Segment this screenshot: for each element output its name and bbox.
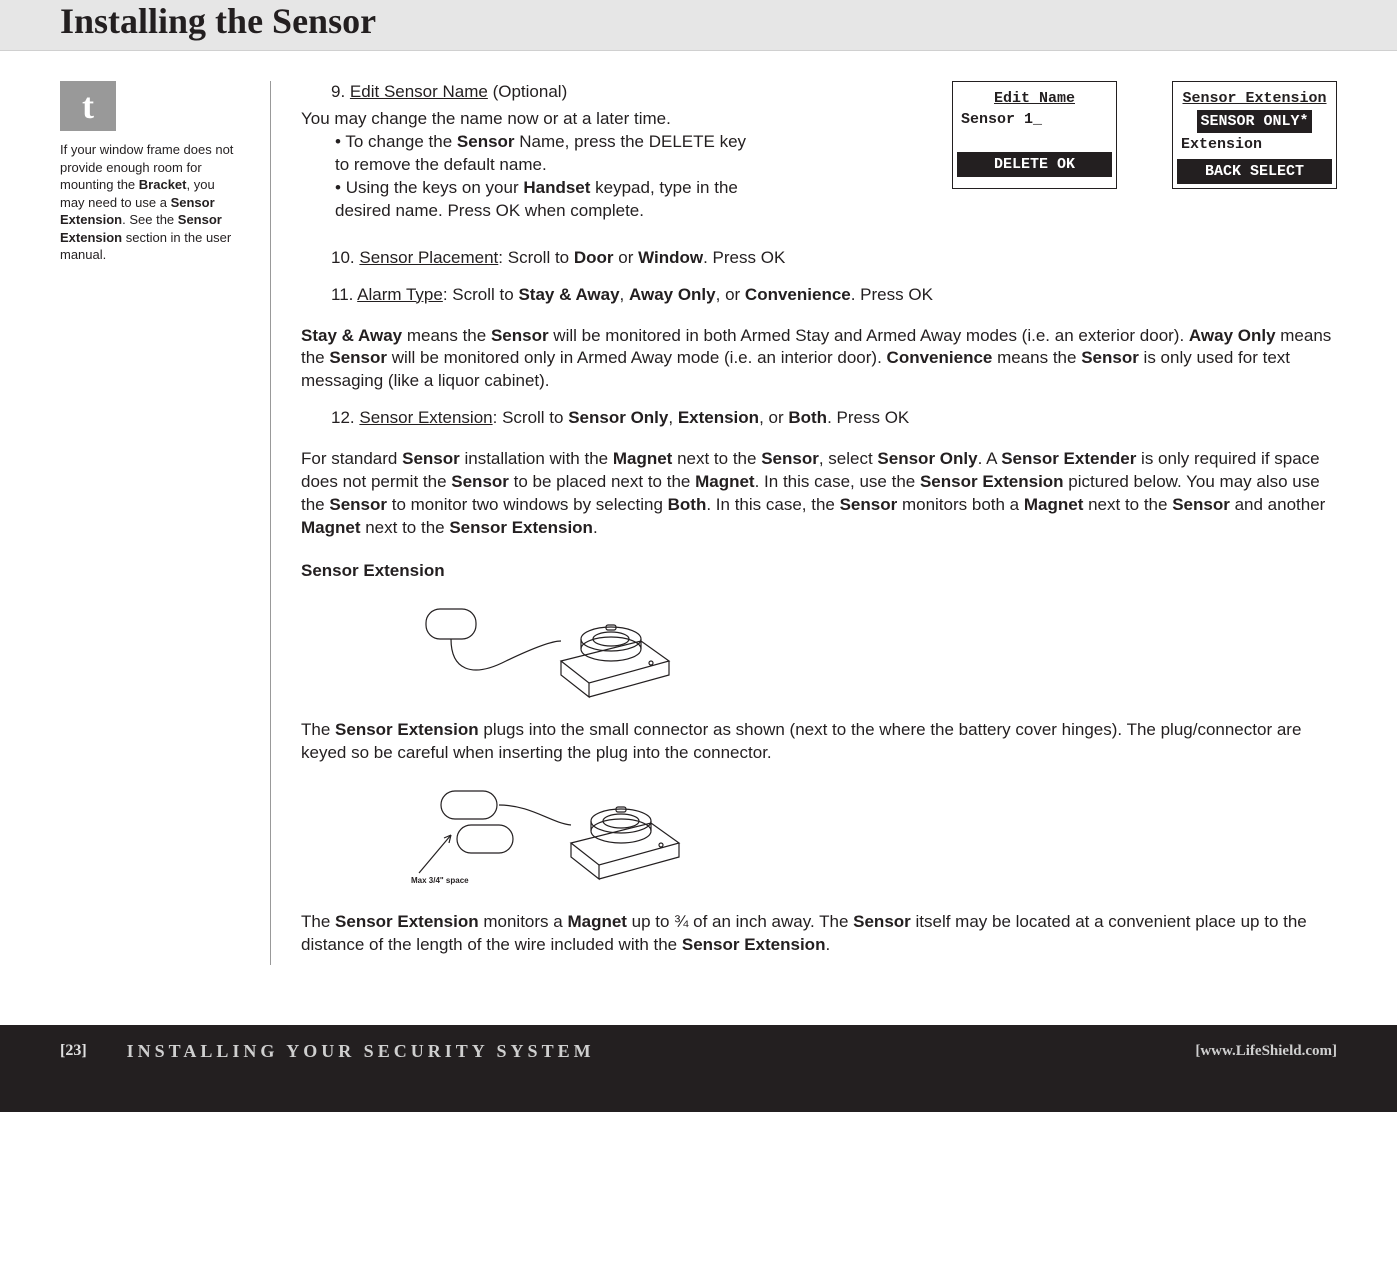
bullet-1-text: To change the Sensor Name, press the DEL…: [335, 132, 746, 174]
screen2-highlight: SENSOR ONLY*: [1197, 110, 1311, 133]
tip-text: If your window frame does not provide en…: [60, 141, 240, 264]
sensor-extension-diagram-1: [411, 591, 681, 701]
para-sensor-ext: For standard Sensor installation with th…: [301, 448, 1337, 540]
tip-glyph: t: [82, 85, 94, 127]
screen-sensor-extension: Sensor Extension SENSOR ONLY* Extension …: [1172, 81, 1337, 189]
step-9-num: 9.: [331, 82, 345, 101]
step-10-num: 10.: [331, 248, 355, 267]
figure-2: Max 3/4" space: [411, 773, 1337, 893]
sensor-extension-diagram-2: Max 3/4" space: [411, 773, 701, 893]
step-10-rest: : Scroll to Door or Window. Press OK: [498, 248, 785, 267]
figure-2-label: Max 3/4" space: [411, 876, 469, 885]
page-header: Installing the Sensor: [0, 0, 1397, 51]
screen2-btn-left: BACK: [1205, 163, 1241, 180]
footer-section-title: INSTALLING YOUR SECURITY SYSTEM: [127, 1041, 595, 1062]
sensor-extension-heading: Sensor Extension: [301, 560, 1337, 583]
tip-icon: t: [60, 81, 116, 131]
screen1-line2: Sensor 1_: [961, 109, 1108, 130]
step-12: 12. Sensor Extension: Scroll to Sensor O…: [331, 407, 1337, 430]
screen1-btn-right: OK: [1057, 156, 1075, 173]
bullet-2-text: Using the keys on your Handset keypad, t…: [335, 178, 738, 220]
step-11-rest: : Scroll to Stay & Away, Away Only, or C…: [443, 285, 933, 304]
step-10-label: Sensor Placement: [359, 248, 498, 267]
step-10: 10. Sensor Placement: Scroll to Door or …: [331, 247, 1337, 270]
screen1-buttons: DELETE OK: [957, 152, 1112, 177]
footer-url: [www.LifeShield.com]: [1195, 1043, 1337, 1060]
step-12-rest: : Scroll to Sensor Only, Extension, or B…: [493, 408, 910, 427]
screen2-title: Sensor Extension: [1181, 88, 1328, 109]
footer-left: [23] INSTALLING YOUR SECURITY SYSTEM: [60, 1041, 595, 1062]
bullet-2: • Using the keys on your Handset keypad,…: [335, 177, 751, 223]
content-area: t If your window frame does not provide …: [0, 51, 1397, 1025]
para-monitor: The Sensor Extension monitors a Magnet u…: [301, 911, 1337, 957]
screen2-btn-right: SELECT: [1250, 163, 1304, 180]
step-9-bullets: • To change the Sensor Name, press the D…: [331, 131, 751, 223]
step-9-label: Edit Sensor Name: [350, 82, 488, 101]
step-11-num: 11.: [331, 285, 353, 304]
figure-1: [411, 591, 1337, 701]
step-9-rest: (Optional): [488, 82, 567, 101]
footer-page-number: [23]: [60, 1042, 87, 1060]
screen2-line3: Extension: [1181, 134, 1328, 155]
step-11: 11. Alarm Type: Scroll to Stay & Away, A…: [331, 284, 1337, 307]
main-column: Edit Name Sensor 1_ DELETE OK Sensor Ext…: [301, 81, 1337, 965]
lcd-screens: Edit Name Sensor 1_ DELETE OK Sensor Ext…: [952, 81, 1337, 189]
page-footer: [23] INSTALLING YOUR SECURITY SYSTEM [ww…: [0, 1025, 1397, 1112]
step-12-num: 12.: [331, 408, 355, 427]
step-12-label: Sensor Extension: [359, 408, 492, 427]
screen1-title: Edit Name: [961, 88, 1108, 109]
step-11-label: Alarm Type: [357, 285, 443, 304]
step-9-block: 9. Edit Sensor Name (Optional) You may c…: [301, 81, 751, 223]
bullet-1: • To change the Sensor Name, press the D…: [335, 131, 751, 177]
step-9-sub: You may change the name now or at a late…: [301, 108, 751, 131]
para-alarm-types: Stay & Away means the Sensor will be mon…: [301, 325, 1337, 394]
sidebar-tip: t If your window frame does not provide …: [60, 81, 240, 965]
screen1-btn-left: DELETE: [994, 156, 1048, 173]
step-9: 9. Edit Sensor Name (Optional): [331, 81, 751, 104]
vertical-divider: [270, 81, 271, 965]
para-plug: The Sensor Extension plugs into the smal…: [301, 719, 1337, 765]
screen-edit-name: Edit Name Sensor 1_ DELETE OK: [952, 81, 1117, 189]
page-title: Installing the Sensor: [60, 0, 1397, 42]
screen2-buttons: BACK SELECT: [1177, 159, 1332, 184]
